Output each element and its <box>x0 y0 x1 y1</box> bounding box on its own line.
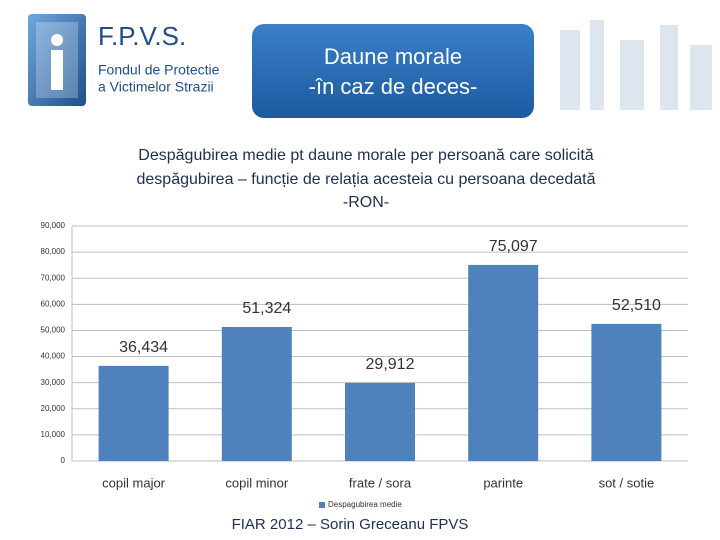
chart-title: -RON- <box>343 194 389 211</box>
chart-title: Despăgubirea medie pt daune morale per p… <box>138 147 593 164</box>
y-tick-label: 10,000 <box>41 430 66 439</box>
legend-label: Despagubirea medie <box>328 500 402 509</box>
bar <box>591 323 662 461</box>
x-tick-label: copil major <box>102 475 166 490</box>
data-label: 51,324 <box>242 300 291 317</box>
data-label: 36,434 <box>119 339 168 356</box>
data-label: 52,510 <box>612 297 661 314</box>
silhouettes <box>560 20 712 110</box>
data-label: 75,097 <box>489 238 538 255</box>
logo-subtitle: a Victimelor Strazii <box>98 79 214 95</box>
x-tick-label: frate / sora <box>349 475 412 490</box>
banner <box>252 24 534 118</box>
footer: FIAR 2012 – Sorin Greceanu FPVS <box>232 516 469 533</box>
bar <box>468 264 539 461</box>
x-tick-label: sot / sotie <box>599 475 655 490</box>
chart-title: despăgubirea – funcție de relația aceste… <box>137 171 596 188</box>
data-label: 29,912 <box>366 356 415 373</box>
logo-subtitle: Fondul de Protectie <box>98 62 220 78</box>
y-tick-label: 80,000 <box>41 247 66 256</box>
y-tick-label: 90,000 <box>41 221 66 230</box>
x-tick-label: copil minor <box>225 475 289 490</box>
y-tick-label: 20,000 <box>41 404 66 413</box>
y-tick-label: 70,000 <box>41 273 66 282</box>
banner-text: -în caz de deces- <box>309 74 478 99</box>
logo <box>28 14 86 106</box>
y-tick-label: 0 <box>61 456 66 465</box>
y-tick-label: 60,000 <box>41 299 66 308</box>
legend-swatch <box>319 502 325 508</box>
bar <box>98 365 169 461</box>
banner-text: Daune morale <box>324 44 462 69</box>
bar <box>221 326 292 461</box>
y-tick-label: 30,000 <box>41 378 66 387</box>
y-tick-label: 40,000 <box>41 352 66 361</box>
y-tick-label: 50,000 <box>41 326 66 335</box>
logo-title: F.P.V.S. <box>98 21 186 51</box>
x-tick-label: parinte <box>483 475 523 490</box>
bar <box>345 382 415 461</box>
